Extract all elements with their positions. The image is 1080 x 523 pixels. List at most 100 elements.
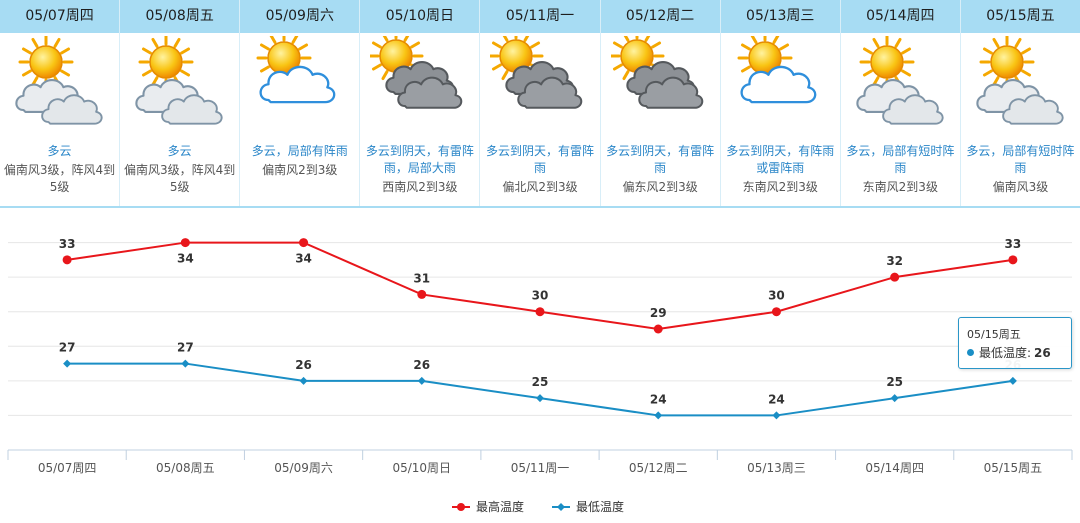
data-label: 34 bbox=[177, 252, 194, 266]
x-tick-label: 05/09周六 bbox=[274, 461, 333, 475]
low-temp-point[interactable] bbox=[1008, 376, 1017, 385]
temperature-chart-svg: 05/07周四 05/08周五 05/09周六 05/10周日 05/11周一 05/12… bbox=[7, 237, 1073, 514]
forecast-wind: 偏北风2到3级 bbox=[502, 180, 578, 194]
low-temp-point[interactable] bbox=[417, 376, 426, 385]
forecast-date: 05/08周五 bbox=[120, 0, 240, 33]
data-label: 24 bbox=[650, 392, 667, 406]
legend-label[interactable]: 最高温度 bbox=[476, 499, 524, 514]
forecast-date: 05/07周四 bbox=[0, 0, 120, 33]
high-temp-point[interactable] bbox=[417, 289, 427, 299]
forecast-condition: 多云，局部有阵雨 bbox=[251, 144, 348, 158]
forecast-date: 05/11周一 bbox=[480, 0, 600, 33]
low-temp-point[interactable] bbox=[536, 394, 544, 403]
forecast-day: 05/07周四多云偏南风3级，阵风4到5级 bbox=[0, 0, 121, 206]
data-label: 25 bbox=[532, 375, 549, 389]
forecast-day: 05/10周日 多云到阴天，有雷阵雨，局部大雨西南风2到3级 bbox=[360, 0, 481, 206]
data-label: 31 bbox=[413, 271, 430, 285]
forecast-date: 05/15周五 bbox=[960, 0, 1080, 33]
high-temp-point[interactable] bbox=[180, 238, 190, 248]
forecast-wind: 东南风2到3级 bbox=[742, 180, 818, 194]
forecast-condition: 多云到阴天，有雷阵雨 bbox=[606, 144, 715, 175]
forecast-day: 05/12周二 多云到阴天，有雷阵雨偏东风2到3级 bbox=[600, 0, 721, 206]
chart-tooltip: 05/15周五 最低温度: 26 bbox=[958, 317, 1072, 369]
low-temp-line bbox=[67, 362, 1014, 417]
forecast-wind: 偏南风2到3级 bbox=[262, 163, 338, 177]
x-tick-label: 05/07周四 bbox=[38, 461, 97, 475]
cloudy-shower-icon bbox=[256, 36, 336, 104]
high-temp-point[interactable] bbox=[1008, 255, 1018, 265]
partly-cloudy-icon bbox=[135, 36, 223, 125]
forecast-wind: 偏南风3级，阵风4到5级 bbox=[3, 163, 116, 194]
legend-marker bbox=[457, 503, 465, 511]
data-label: 29 bbox=[650, 306, 667, 320]
low-temp-point[interactable] bbox=[772, 411, 781, 420]
data-label: 33 bbox=[1005, 237, 1022, 251]
low-temp-point[interactable] bbox=[299, 376, 308, 385]
tooltip-row: 最低温度: 26 bbox=[967, 344, 1051, 361]
forecast-condition: 多云 bbox=[167, 144, 192, 158]
forecast-day: 05/09周六多云，局部有阵雨 偏南风2到3级 bbox=[240, 0, 361, 206]
data-label: 33 bbox=[59, 237, 76, 251]
forecast-condition: 多云到阴天，有阵雨或雷阵雨 bbox=[726, 144, 835, 175]
x-tick-label: 05/08周五 bbox=[156, 461, 215, 475]
low-temp-point[interactable] bbox=[890, 394, 899, 403]
forecast-date: 05/10周日 bbox=[360, 0, 480, 33]
high-temp-point[interactable] bbox=[771, 307, 781, 317]
x-tick-label: 05/11周一 bbox=[511, 461, 570, 475]
x-tick-label: 05/10周日 bbox=[392, 461, 451, 475]
tooltip-title: 05/15周五 bbox=[967, 328, 1021, 341]
data-label: 25 bbox=[886, 375, 903, 389]
x-tick-label: 05/12周二 bbox=[629, 461, 688, 475]
high-temp-point[interactable] bbox=[299, 238, 309, 248]
high-temp-point[interactable] bbox=[62, 255, 72, 265]
forecast-wind: 东南风2到3级 bbox=[862, 180, 938, 194]
x-tick-label: 05/13周三 bbox=[747, 461, 806, 475]
forecast-day: 05/15周五 多云，局部有短时阵雨偏南风3级 bbox=[960, 0, 1080, 206]
low-temp-point[interactable] bbox=[63, 359, 72, 368]
low-temp-point[interactable] bbox=[181, 359, 190, 368]
high-temp-point[interactable] bbox=[535, 307, 545, 317]
forecast-date: 05/14周四 bbox=[840, 0, 960, 33]
partly-cloudy-icon bbox=[15, 36, 103, 125]
tooltip-value: 26 bbox=[1034, 345, 1051, 360]
forecast-day: 05/13周三 多云到阴天，有阵雨或雷阵雨东南风2到3级 bbox=[720, 0, 841, 206]
forecast-condition: 多云，局部有短时阵雨 bbox=[846, 144, 955, 175]
forecast-condition: 多云，局部有短时阵雨 bbox=[966, 144, 1075, 175]
forecast-condition: 多云 bbox=[47, 144, 72, 158]
overcast-storm-icon bbox=[370, 36, 463, 109]
forecast-day: 05/11周一 多云到阴天，有雷阵雨偏北风2到3级 bbox=[480, 0, 601, 206]
partly-cloudy-icon bbox=[976, 36, 1064, 125]
legend-marker bbox=[557, 503, 565, 511]
forecast-date: 05/12周二 bbox=[600, 0, 720, 33]
data-label: 30 bbox=[532, 289, 549, 303]
tooltip-series-dot bbox=[967, 349, 974, 356]
forecast-wind: 偏南风3级 bbox=[992, 180, 1049, 194]
data-label: 30 bbox=[768, 289, 785, 303]
high-temp-point[interactable] bbox=[890, 272, 900, 282]
x-tick-label: 05/14周四 bbox=[865, 461, 924, 475]
forecast-date: 05/13周三 bbox=[720, 0, 840, 33]
data-label: 26 bbox=[295, 358, 312, 372]
data-label: 26 bbox=[413, 358, 430, 372]
forecast-grid: 05/07周四 多云 偏南风3级，阵风4到5级 05/08周五 多云 偏南风3级，阵风4到… bbox=[0, 0, 1080, 208]
forecast-date: 05/09周六 bbox=[240, 0, 360, 33]
forecast-wind: 偏南风3级，阵风4到5级 bbox=[124, 163, 236, 194]
forecast-day: 05/08周五多云偏南风3级，阵风4到5级 bbox=[120, 0, 241, 206]
data-label: 24 bbox=[768, 392, 785, 406]
legend-label[interactable]: 最低温度 bbox=[576, 499, 624, 514]
high-temp-point[interactable] bbox=[653, 324, 663, 334]
data-label: 27 bbox=[177, 341, 194, 355]
partly-cloudy-icon bbox=[856, 36, 944, 125]
data-label: 34 bbox=[295, 252, 312, 266]
data-label: 27 bbox=[59, 341, 76, 355]
forecast-condition: 多云到阴天，有雷阵雨，局部大雨 bbox=[365, 144, 474, 175]
overcast-storm-icon bbox=[610, 36, 703, 109]
forecast-wind: 偏东风2到3级 bbox=[622, 180, 698, 194]
forecast-condition: 多云到阴天，有雷阵雨 bbox=[485, 144, 594, 175]
x-tick-label: 05/15周五 bbox=[984, 461, 1043, 475]
overcast-storm-icon bbox=[490, 36, 583, 109]
low-temp-point[interactable] bbox=[654, 411, 663, 420]
forecast-wind: 西南风2到3级 bbox=[382, 180, 458, 194]
tooltip-label: 最低温度: bbox=[979, 346, 1032, 360]
temperature-chart: 05/07周四 05/08周五 05/09周六 05/10周日 05/11周一 05/12… bbox=[0, 208, 1080, 523]
